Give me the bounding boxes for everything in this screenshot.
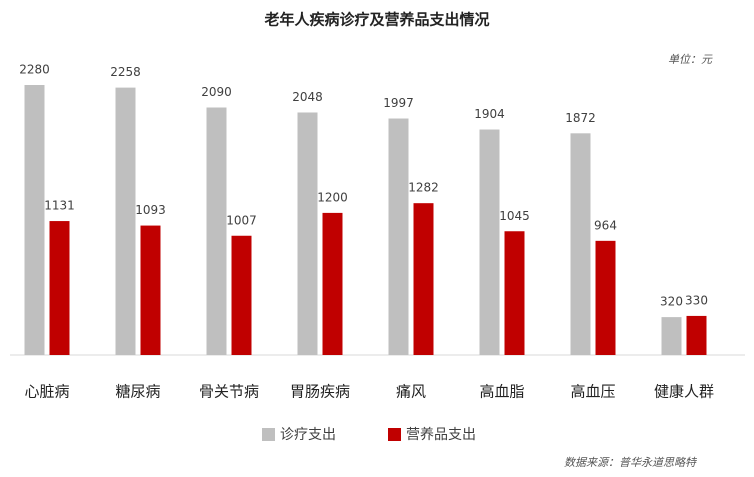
legend-label: 诊疗支出 xyxy=(280,427,336,443)
value-label: 2280 xyxy=(19,63,50,77)
value-label: 964 xyxy=(594,218,617,232)
x-tick-label: 心脏病 xyxy=(24,383,69,401)
x-tick-label: 痛风 xyxy=(396,383,426,401)
legend-swatch xyxy=(388,428,401,441)
bar xyxy=(504,231,525,355)
bar xyxy=(686,315,707,355)
value-label: 1007 xyxy=(226,213,257,227)
bar xyxy=(413,203,434,355)
bar xyxy=(231,235,252,355)
value-label: 2258 xyxy=(110,65,141,79)
bar xyxy=(595,240,616,355)
bar xyxy=(140,225,161,355)
x-tick-label: 糖尿病 xyxy=(115,383,160,401)
unit-note: 单位：元 xyxy=(668,53,713,66)
value-label: 2048 xyxy=(292,90,323,104)
value-label: 330 xyxy=(685,293,708,307)
value-label: 1904 xyxy=(474,107,505,121)
bar xyxy=(479,129,500,355)
value-label: 1282 xyxy=(408,181,439,195)
legend-label: 营养品支出 xyxy=(406,427,476,443)
legend-swatch xyxy=(262,428,275,441)
chart-title: 老年人疾病诊疗及营养品支出情况 xyxy=(263,11,489,29)
bar xyxy=(570,133,591,355)
value-label: 320 xyxy=(660,295,683,309)
bar xyxy=(49,221,70,355)
bar xyxy=(206,107,227,355)
value-label: 1872 xyxy=(565,111,596,125)
value-label: 1997 xyxy=(383,96,414,110)
bar xyxy=(24,85,45,355)
bar xyxy=(388,118,409,356)
x-tick-label: 胃肠疾病 xyxy=(290,383,350,401)
x-tick-label: 骨关节病 xyxy=(199,383,259,401)
source-note: 数据来源：普华永道思略特 xyxy=(564,456,698,469)
value-label: 1093 xyxy=(135,203,166,217)
value-label: 1045 xyxy=(499,209,530,223)
x-tick-label: 健康人群 xyxy=(654,383,714,401)
bar xyxy=(115,87,136,356)
value-label: 1131 xyxy=(44,199,75,213)
bar xyxy=(661,317,682,355)
x-tick-label: 高血脂 xyxy=(479,383,524,401)
bar xyxy=(297,112,318,355)
x-tick-label: 高血压 xyxy=(570,383,615,401)
bar xyxy=(322,212,343,355)
value-label: 2090 xyxy=(201,85,232,99)
value-label: 1200 xyxy=(317,190,348,204)
